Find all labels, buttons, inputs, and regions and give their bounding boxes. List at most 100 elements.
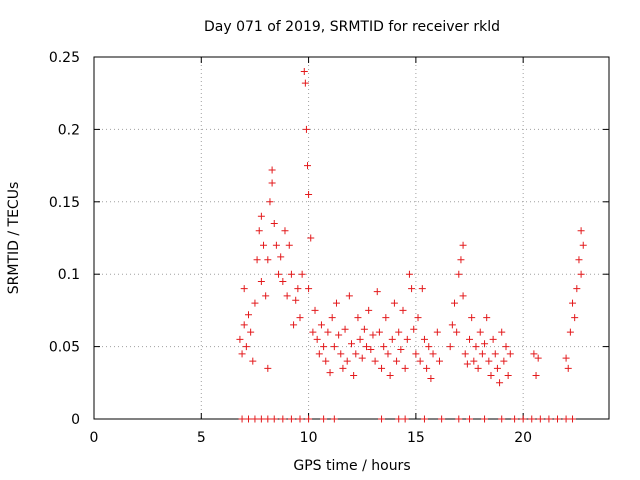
- data-point: [468, 314, 476, 322]
- y-tick-label: 0.2: [58, 122, 80, 138]
- data-point: [414, 314, 422, 322]
- data-point: [569, 415, 577, 423]
- y-axis-tick-labels: 0 0.05 0.1 0.15 0.2 0.25: [49, 50, 80, 428]
- data-point: [457, 256, 465, 264]
- data-point: [262, 292, 270, 300]
- data-point: [257, 415, 265, 423]
- data-point: [393, 357, 401, 365]
- data-point: [506, 350, 514, 358]
- chart-title: Day 071 of 2019, SRMTID for receiver rkl…: [204, 19, 500, 35]
- data-point: [382, 314, 390, 322]
- data-point: [487, 372, 495, 380]
- data-point: [532, 372, 540, 380]
- data-point: [573, 285, 581, 293]
- data-point: [511, 415, 519, 423]
- data-point: [384, 350, 392, 358]
- data-point: [500, 357, 508, 365]
- data-point: [266, 198, 274, 206]
- data-point: [356, 335, 364, 343]
- x-axis-tick-labels: 0 5 10 15 20: [90, 430, 533, 446]
- data-point: [350, 372, 358, 380]
- data-point: [272, 241, 280, 249]
- data-point: [302, 125, 310, 133]
- y-tick-label: 0.15: [49, 195, 80, 211]
- data-point: [425, 343, 433, 351]
- data-point: [343, 357, 351, 365]
- data-point: [483, 314, 491, 322]
- data-point: [287, 270, 295, 278]
- data-point: [307, 234, 315, 242]
- data-point: [380, 343, 388, 351]
- data-point: [264, 256, 272, 264]
- data-point: [496, 379, 504, 387]
- data-point: [577, 227, 585, 235]
- y-tick-label: 0.1: [58, 267, 80, 283]
- data-point: [242, 343, 250, 351]
- data-points: [236, 67, 587, 423]
- data-point: [367, 345, 375, 353]
- data-point: [322, 357, 330, 365]
- data-point: [397, 345, 405, 353]
- data-point: [386, 372, 394, 380]
- data-point: [459, 292, 467, 300]
- data-point: [504, 372, 512, 380]
- data-point: [530, 350, 538, 358]
- data-point: [292, 296, 300, 304]
- data-point: [315, 350, 323, 358]
- data-point: [466, 335, 474, 343]
- data-point: [247, 328, 255, 336]
- x-tick-label: 0: [90, 430, 99, 446]
- data-point: [290, 321, 298, 329]
- data-point: [245, 415, 252, 423]
- data-point: [251, 415, 259, 423]
- data-point: [448, 321, 456, 329]
- data-point: [545, 415, 553, 423]
- data-point: [378, 415, 386, 423]
- x-tick-label: 5: [197, 430, 206, 446]
- data-point: [313, 335, 321, 343]
- data-point: [264, 415, 272, 423]
- data-point: [528, 415, 536, 423]
- data-point: [491, 350, 499, 358]
- data-point: [320, 343, 328, 351]
- data-point: [296, 314, 304, 322]
- data-point: [281, 227, 289, 235]
- data-point: [326, 369, 334, 377]
- data-point: [571, 314, 579, 322]
- plot-area: [93, 56, 610, 420]
- data-point: [455, 415, 463, 423]
- data-point: [305, 285, 313, 293]
- data-point: [354, 314, 362, 322]
- data-point: [270, 220, 278, 228]
- data-point: [459, 241, 467, 249]
- data-point: [332, 299, 340, 307]
- x-tick-label: 20: [514, 430, 532, 446]
- data-point: [277, 253, 285, 261]
- data-point: [270, 415, 278, 423]
- data-point: [474, 364, 482, 372]
- data-point: [485, 357, 493, 365]
- data-point: [249, 357, 257, 365]
- data-point: [476, 328, 484, 336]
- data-point: [461, 350, 469, 358]
- data-point: [390, 299, 398, 307]
- data-point: [412, 350, 420, 358]
- data-point: [579, 241, 587, 249]
- data-point: [358, 354, 366, 362]
- y-axis-label: SRMTID / TECUs: [6, 182, 22, 295]
- data-point: [264, 364, 272, 372]
- data-point: [502, 343, 510, 351]
- data-point: [401, 364, 409, 372]
- data-point: [455, 270, 463, 278]
- data-point: [451, 299, 458, 307]
- data-point: [360, 325, 368, 333]
- data-point: [257, 212, 265, 220]
- data-point: [298, 270, 306, 278]
- data-point: [375, 328, 383, 336]
- data-point: [341, 325, 349, 333]
- data-point: [401, 415, 409, 423]
- data-point: [309, 328, 317, 336]
- data-point: [519, 415, 527, 423]
